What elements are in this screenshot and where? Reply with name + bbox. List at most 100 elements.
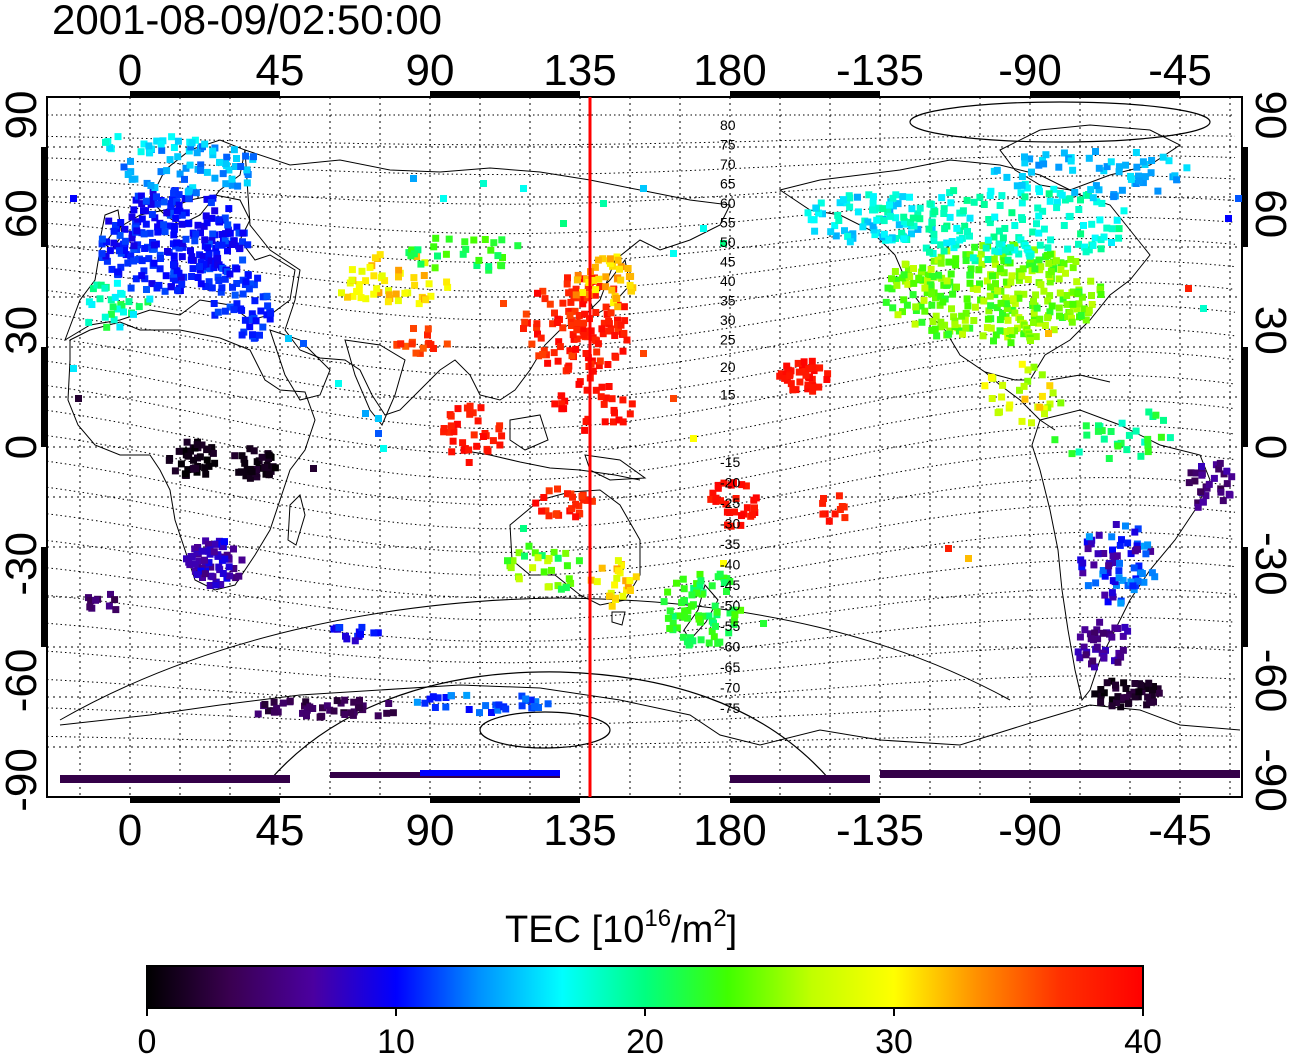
tec-point — [948, 305, 955, 313]
tec-point — [1045, 330, 1052, 337]
tec-point — [680, 613, 688, 621]
tec-point — [175, 191, 183, 199]
tec-point — [217, 288, 225, 296]
tec-point — [341, 711, 349, 718]
tec-point — [166, 211, 174, 219]
tec-point — [1011, 246, 1019, 254]
tec-point — [614, 557, 622, 565]
tec-point — [564, 274, 571, 282]
y-tick-label-right: 90 — [1246, 91, 1292, 140]
tec-point — [300, 340, 307, 347]
tec-point — [725, 629, 733, 637]
y-tick-label-left: -30 — [0, 532, 46, 596]
tec-point — [232, 163, 239, 170]
tec-point — [442, 250, 450, 258]
tec-point — [453, 420, 461, 428]
tec-point — [1235, 195, 1242, 202]
contour-label-north: 45 — [720, 254, 736, 270]
tec-point — [949, 290, 957, 298]
tec-point — [214, 254, 222, 262]
tec-point — [545, 555, 553, 562]
tec-point — [621, 317, 629, 325]
tec-point — [1130, 586, 1138, 594]
tec-point — [1003, 305, 1011, 313]
tec-point — [640, 185, 647, 192]
tec-point — [888, 275, 895, 283]
tec-point — [385, 700, 393, 707]
tec-point — [194, 544, 201, 551]
tec-point — [802, 371, 810, 379]
tec-point — [1152, 411, 1160, 419]
tec-point — [188, 273, 196, 280]
tec-point — [871, 231, 879, 239]
tec-point — [203, 195, 211, 203]
tec-point — [1046, 400, 1054, 408]
tec-point — [203, 219, 211, 227]
tec-point — [962, 324, 970, 332]
tec-point — [626, 577, 634, 585]
tec-point — [138, 257, 146, 265]
tec-point — [212, 581, 220, 589]
tec-point — [1069, 288, 1077, 296]
tec-point — [953, 224, 961, 232]
tec-point — [594, 256, 602, 264]
tec-point — [105, 602, 113, 610]
tec-point — [827, 228, 835, 236]
tec-point — [572, 345, 580, 353]
tec-point — [395, 266, 403, 274]
tec-point — [160, 198, 168, 206]
tec-point — [197, 161, 205, 169]
tec-point — [977, 250, 985, 258]
tec-point — [600, 200, 607, 207]
tec-point — [572, 285, 580, 293]
tec-point — [1091, 690, 1099, 698]
tec-point — [789, 386, 797, 394]
tec-point — [617, 321, 625, 329]
tec-point — [154, 223, 162, 231]
tec-point — [128, 234, 136, 242]
tec-point — [823, 376, 831, 383]
frame-tick-right — [1242, 347, 1248, 447]
tec-point — [967, 265, 975, 273]
tec-point — [1018, 272, 1026, 280]
coastline-borneo — [509, 414, 549, 451]
tec-point — [1046, 197, 1054, 205]
tec-point — [540, 494, 548, 501]
contour-label-south: -20 — [720, 475, 740, 491]
tec-point — [1068, 450, 1076, 458]
tec-point — [1080, 643, 1088, 651]
tec-point — [137, 192, 145, 200]
tec-point — [1006, 401, 1014, 409]
tec-point — [982, 244, 990, 252]
tec-point — [731, 611, 739, 619]
tec-point — [707, 495, 715, 503]
tec-point — [1021, 193, 1029, 201]
tec-point — [165, 456, 173, 464]
tec-point — [498, 432, 506, 440]
tec-point — [1122, 522, 1129, 530]
tec-point — [892, 214, 900, 222]
tec-point — [921, 284, 929, 292]
tec-point — [939, 298, 947, 306]
tec-point — [1142, 550, 1150, 558]
tec-point — [963, 196, 971, 204]
tec-point — [175, 201, 183, 209]
north-pole-contour — [909, 101, 1211, 143]
tec-point — [566, 311, 574, 319]
tec-point — [946, 189, 954, 197]
tec-point — [443, 340, 451, 348]
tec-point — [1154, 187, 1162, 195]
tec-point — [1202, 492, 1210, 500]
tec-point — [449, 437, 457, 445]
tec-point — [244, 271, 252, 279]
tec-point — [669, 612, 677, 620]
tec-point — [521, 318, 529, 326]
tec-point — [554, 485, 561, 493]
tec-point — [1192, 469, 1200, 477]
tec-point — [911, 320, 919, 328]
tec-point — [565, 575, 573, 583]
tec-point — [900, 296, 908, 304]
tec-point — [1095, 164, 1103, 172]
tec-point — [1011, 309, 1019, 317]
